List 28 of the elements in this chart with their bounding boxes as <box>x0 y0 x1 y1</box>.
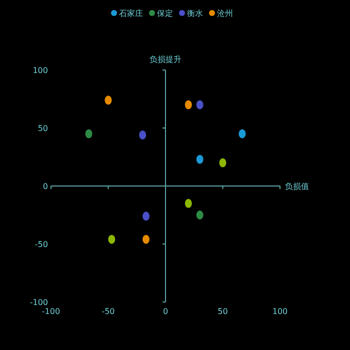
y-tick-label: -100 <box>30 298 48 307</box>
point <box>142 212 150 221</box>
legend-label: 沧州 <box>217 9 233 18</box>
y-tick-label: 0 <box>42 182 48 191</box>
y-axis-title: 负损提升 <box>150 55 182 64</box>
point <box>196 210 204 220</box>
point <box>85 129 92 138</box>
point <box>104 96 112 105</box>
point <box>196 100 204 110</box>
y-tick-label: 100 <box>32 66 48 75</box>
point <box>142 234 150 244</box>
point <box>184 100 192 110</box>
legend-label: 石家庄 <box>119 9 143 18</box>
y-tick-label: 50 <box>38 124 48 133</box>
x-tick-label: 0 <box>162 307 168 316</box>
point <box>238 129 246 138</box>
x-axis-title: 负损值 <box>285 182 309 191</box>
point <box>184 198 192 208</box>
point <box>196 154 204 164</box>
point <box>139 130 146 140</box>
x-tick-label: 50 <box>218 307 228 316</box>
y-tick-label: -50 <box>34 240 48 249</box>
point <box>219 158 226 168</box>
legend-label: 保定 <box>157 9 173 18</box>
point <box>108 234 116 244</box>
legend-label: 衡水 <box>187 9 203 18</box>
x-tick-label: 100 <box>272 307 288 316</box>
x-tick-label: -50 <box>102 307 115 316</box>
